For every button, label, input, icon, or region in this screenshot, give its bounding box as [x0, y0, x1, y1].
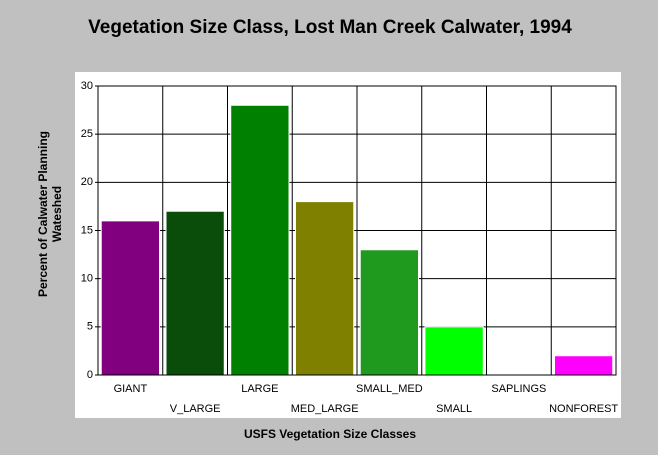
x-tick-label: MED_LARGE [291, 403, 359, 415]
y-tick-label: 15 [81, 224, 93, 236]
x-tick-label: LARGE [241, 383, 278, 395]
bar [230, 104, 290, 376]
chart-title: Vegetation Size Class, Lost Man Creek Ca… [88, 17, 572, 38]
x-tick-label: NONFOREST [549, 403, 618, 415]
plot-frame [97, 85, 617, 376]
y-tick-label: 10 [81, 273, 93, 285]
x-tick-label: SMALL [436, 403, 472, 415]
bar [165, 210, 225, 376]
bar [100, 220, 161, 376]
bar [359, 249, 420, 376]
bar [424, 326, 484, 376]
bar [553, 355, 614, 376]
y-axis-label: Percent of Calwater Planning Wateshed [36, 130, 64, 298]
x-tick-label: GIANT [114, 383, 148, 395]
bar [294, 201, 355, 376]
y-tick-label: 0 [87, 369, 93, 381]
y-tick-label: 30 [81, 80, 93, 92]
y-tick-label: 25 [81, 128, 93, 140]
x-axis-label: USFS Vegetation Size Classes [243, 427, 417, 441]
x-tick-label: SMALL_MED [356, 383, 423, 395]
x-tick-label: SAPLINGS [491, 383, 546, 395]
y-tick-label: 20 [81, 176, 93, 188]
x-tick-label: V_LARGE [170, 403, 221, 415]
y-tick-label: 5 [87, 321, 93, 333]
